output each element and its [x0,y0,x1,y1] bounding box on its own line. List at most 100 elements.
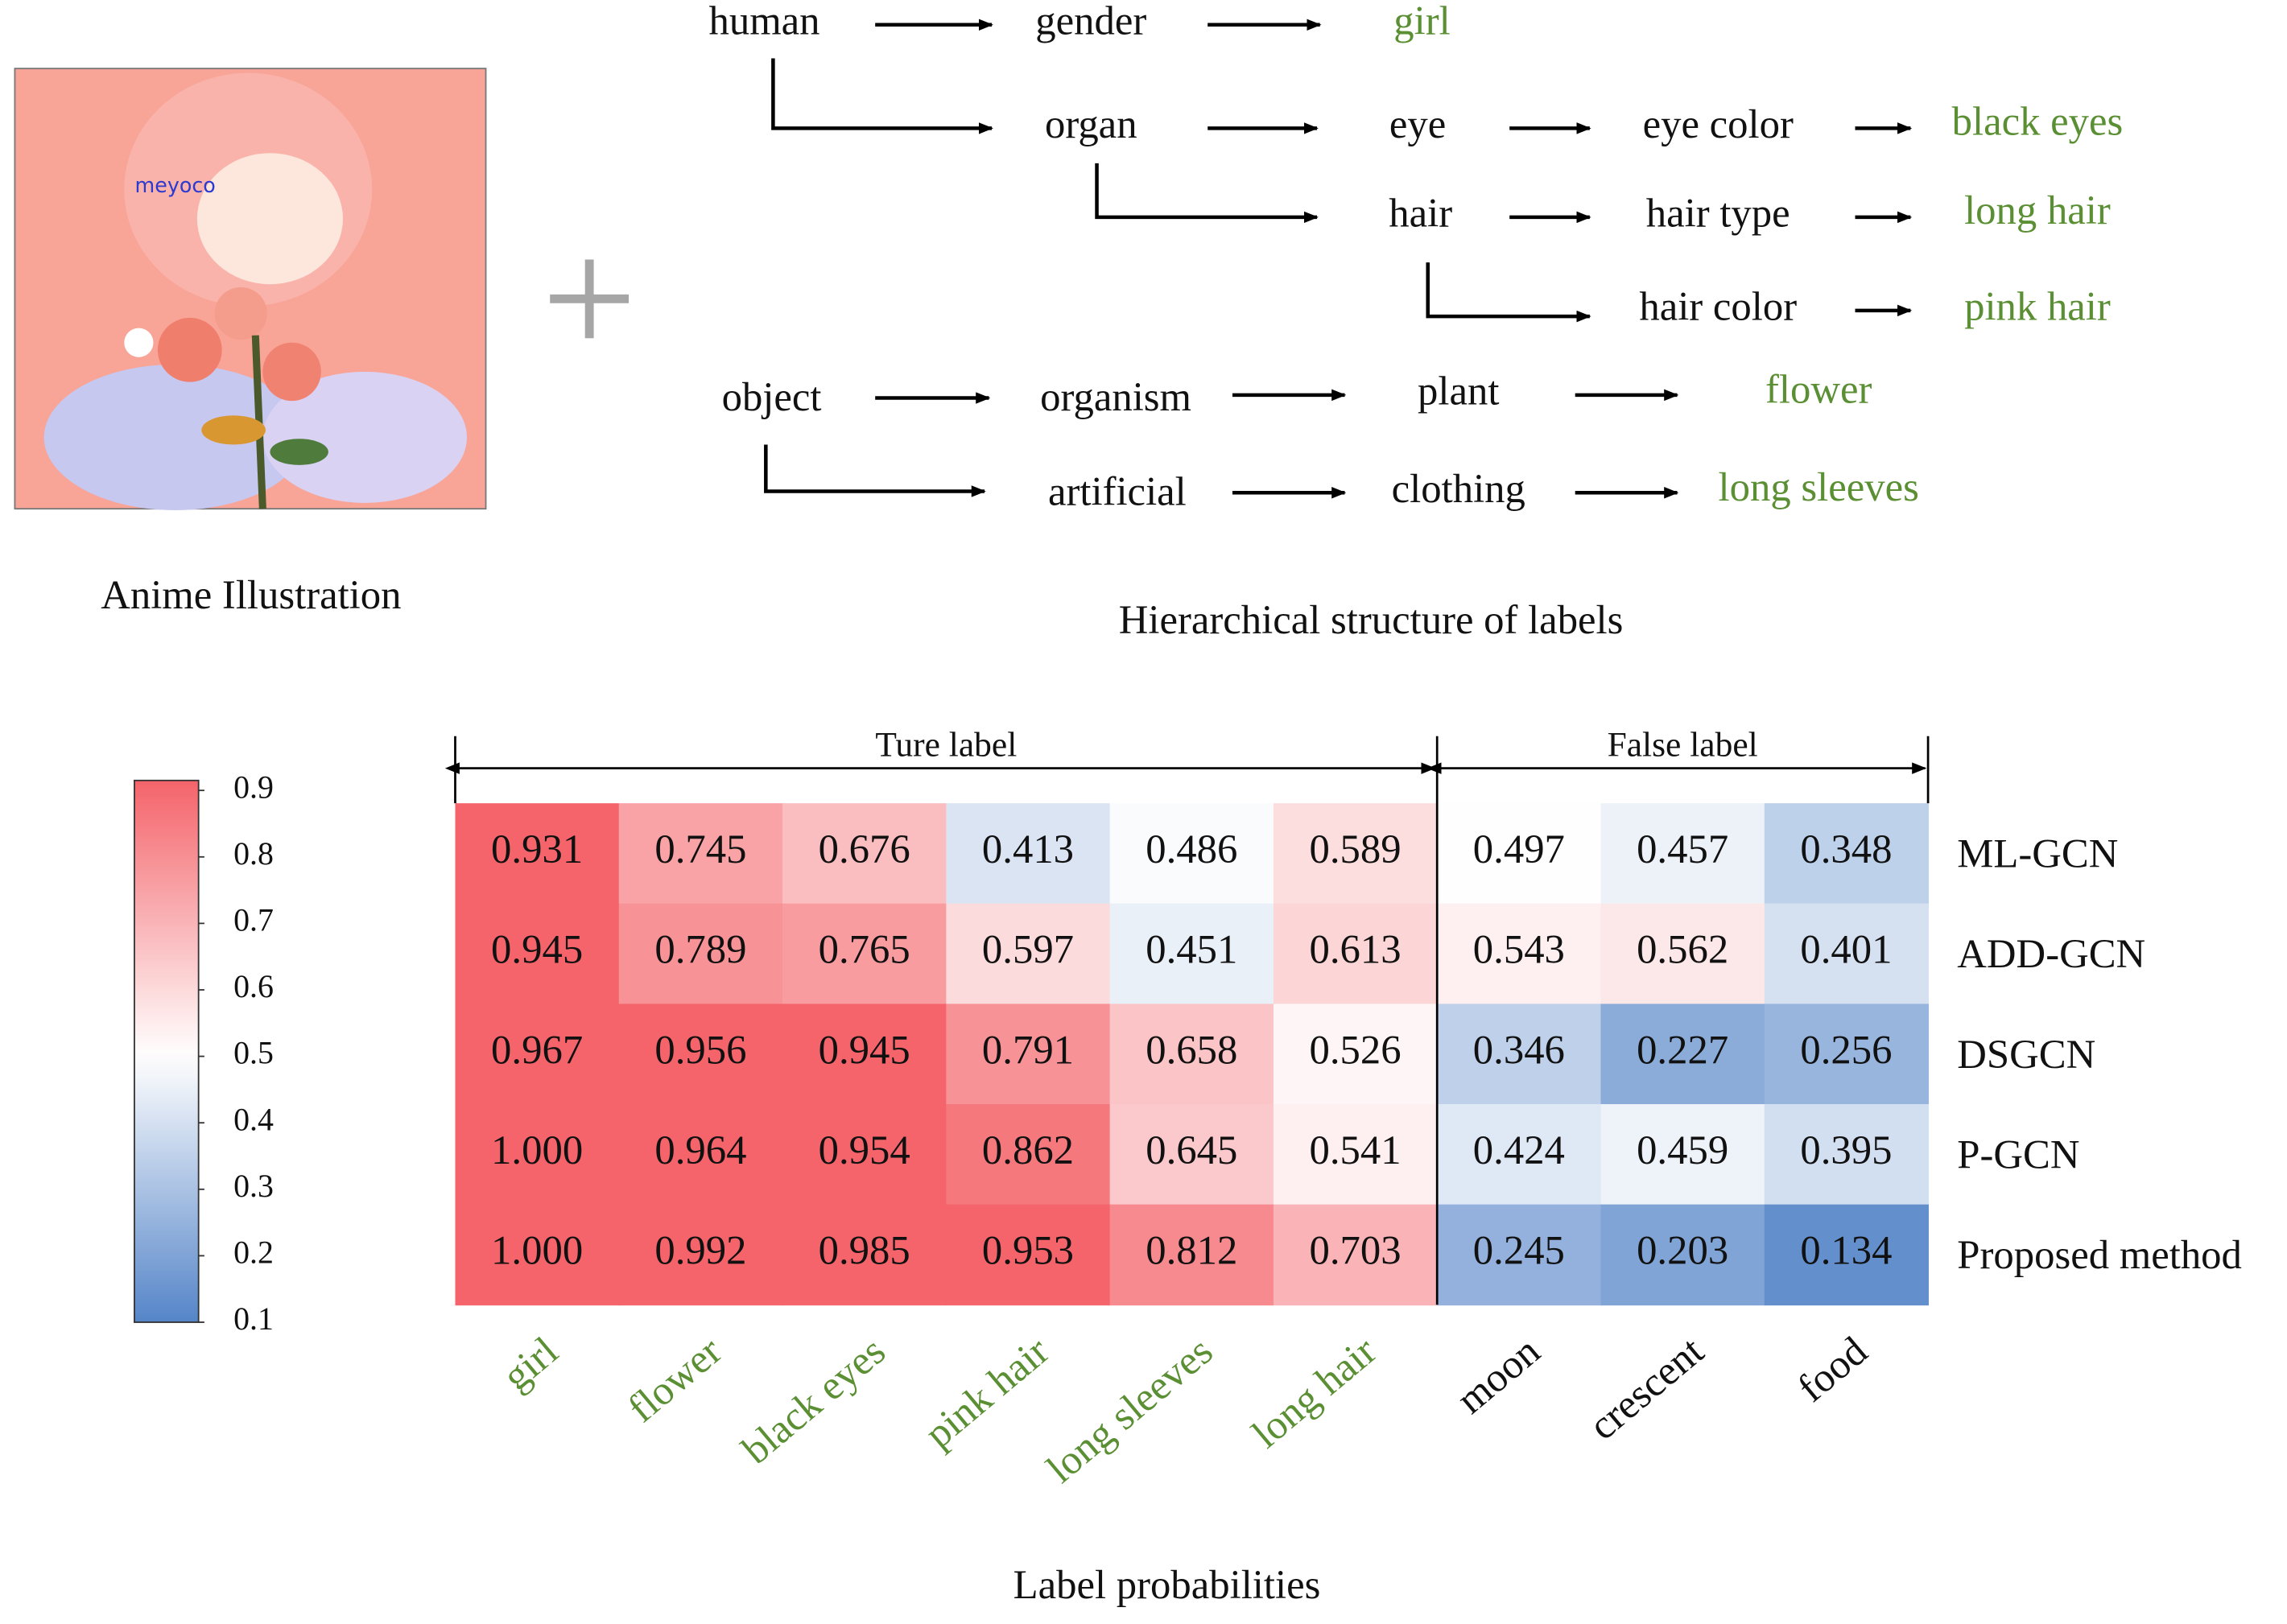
cell-label: 0.992 [654,1228,746,1273]
cell-label: 0.526 [1310,1027,1402,1072]
hierarchy-caption: Hierarchical structure of labels [1119,597,1624,642]
heatmap-cell [1273,903,1439,1005]
cell-label: 0.676 [819,826,910,872]
hierarchy-node: long sleeves [1719,464,1919,509]
heatmap-cell [1764,1004,1929,1105]
row-label: DSGCN [1957,1032,2095,1077]
heatmap-cell [782,903,947,1005]
hierarchy-node: long hair [1964,188,2111,233]
hierarchy-node: clothing [1392,466,1525,511]
hierarchy-node: hair [1389,191,1452,236]
heatmap-cell [946,1104,1111,1206]
cell-label: 0.945 [491,927,583,972]
cell-label: 0.541 [1310,1127,1402,1173]
heatmap-cell [1437,803,1602,905]
hierarchy-node: artificial [1048,469,1187,514]
heatmap-cell [1437,1104,1602,1206]
hierarchy-node: flower [1765,367,1872,412]
heatmap-cell [618,803,783,905]
cell-label: 0.395 [1800,1127,1892,1173]
cell-label: 0.645 [1146,1127,1237,1173]
heatmap-cell [946,1004,1111,1105]
heatmap-cell [1600,1204,1765,1306]
heatmap-cell [455,1004,620,1105]
hierarchy-node: organ [1045,101,1137,146]
colorbar-label: 0.4 [233,1101,274,1137]
heatmap-cell [455,803,620,905]
row-label: ML-GCN [1957,831,2118,876]
svg-text:meyoco: meyoco [135,173,216,197]
cell-label: 0.954 [819,1127,910,1173]
heatmap-cell [782,1204,947,1306]
colorbar-label: 0.5 [233,1035,274,1071]
cell-label: 0.543 [1473,927,1565,972]
heatmap-cell [1109,1204,1274,1306]
cell-label: 0.424 [1473,1127,1565,1173]
cell-label: 0.451 [1146,927,1237,972]
heatmap-cell [946,1204,1111,1306]
cell-label: 0.613 [1310,927,1402,972]
plus [550,259,630,339]
hierarchy-node: human [708,0,819,43]
heatmap-cell [1109,903,1274,1005]
heatmap-cell [618,903,783,1005]
x-tick-label: pink hair [916,1328,1057,1457]
heatmap-cell [782,1104,947,1206]
x-tick-label: long hair [1244,1328,1385,1457]
cell-label: 0.953 [982,1228,1074,1273]
heatmap-cell [618,1204,783,1306]
hierarchy-node: hair color [1639,283,1797,328]
cell-label: 0.457 [1637,826,1728,872]
hierarchy-node: pink hair [1964,283,2111,328]
heatmap-cell [946,903,1111,1005]
cell-label: 0.964 [654,1127,746,1173]
cell-label: 0.658 [1146,1027,1237,1072]
cell-label: 0.597 [982,927,1074,972]
heatmap-cell [1109,803,1274,905]
row-label: Proposed method [1957,1232,2242,1277]
illustration: meyoco [14,68,487,511]
heatmap-cell [1437,1204,1602,1306]
row-label: ADD-GCN [1957,931,2145,976]
heatmap-cell [1600,803,1765,905]
hierarchy-node: plant [1418,369,1499,414]
x-tick-label: moon [1448,1328,1548,1422]
hierarchy-node: gender [1035,0,1146,43]
heatmap-cell [1437,903,1602,1005]
heatmap-cell [1764,903,1929,1005]
cell-label: 0.985 [819,1228,910,1273]
heatmap-cell [1764,1104,1929,1206]
cell-label: 0.346 [1473,1027,1565,1072]
colorbar [134,779,200,1323]
hierarchy-node: object [722,374,822,419]
cell-label: 0.862 [982,1127,1074,1173]
heatmap-cell [782,803,947,905]
heatmap-cell [1600,1104,1765,1206]
heatmap-cell [1600,903,1765,1005]
colorbar-label: 0.3 [233,1168,274,1204]
group-label: False label [1608,725,1758,764]
heatmap-cell [618,1004,783,1105]
colorbar-label: 0.2 [233,1234,274,1271]
cell-label: 0.486 [1146,826,1237,872]
cell-label: 0.945 [819,1027,910,1072]
colorbar-label: 0.6 [233,968,274,1004]
cell-label: 0.459 [1637,1127,1728,1173]
cell-label: 1.000 [491,1127,583,1173]
heatmap-cell [618,1104,783,1206]
chart-title: Label probabilities [1013,1562,1321,1607]
cell-label: 0.812 [1146,1228,1237,1273]
heatmap-cell [1437,1004,1602,1105]
cell-label: 0.227 [1637,1027,1728,1072]
x-tick-label: crescent [1580,1328,1711,1449]
heatmap-cell [1764,803,1929,905]
heatmap-cell [1273,803,1439,905]
cell-label: 0.401 [1800,927,1892,972]
x-tick-label: long sleeves [1038,1328,1221,1491]
cell-label: 0.245 [1473,1228,1565,1273]
heatmap-cell [1764,1204,1929,1306]
cell-label: 0.931 [491,826,583,872]
hierarchy-arrows [764,19,1913,499]
heatmap-cell [1109,1104,1274,1206]
